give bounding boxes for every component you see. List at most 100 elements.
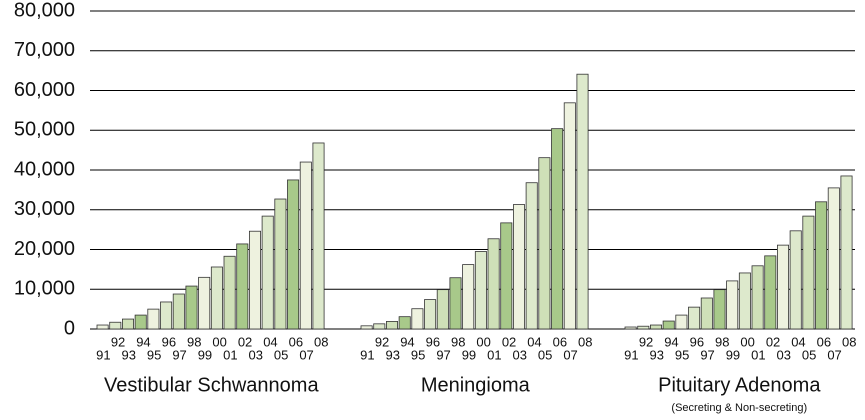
x-tick-label: 99 (726, 347, 740, 362)
x-tick-label: 95 (675, 347, 689, 362)
bar (436, 289, 449, 330)
x-tick-label: 93 (650, 347, 664, 362)
x-tick-label: 96 (426, 334, 440, 349)
bar (789, 230, 802, 330)
bar (624, 326, 637, 330)
x-tick-label: 02 (238, 334, 252, 349)
x-tick-label: 08 (578, 334, 592, 349)
bar (312, 142, 325, 330)
x-tick-label: 08 (314, 334, 328, 349)
x-tick-label: 00 (212, 334, 226, 349)
bar (398, 316, 411, 330)
bar (462, 264, 475, 330)
x-tick-label: 94 (664, 334, 678, 349)
bar (360, 325, 373, 330)
y-tick-label: 70,000 (14, 39, 75, 61)
x-tick-label: 97 (700, 347, 714, 362)
x-tick-label: 00 (740, 334, 754, 349)
x-tick-label: 07 (827, 347, 841, 362)
x-tick-label: 03 (513, 347, 527, 362)
bar (551, 128, 564, 330)
bar (525, 182, 538, 330)
x-tick-label: 06 (817, 334, 831, 349)
y-tick-label: 10,000 (14, 278, 75, 300)
bar (802, 215, 815, 330)
bar (688, 306, 701, 330)
y-tick-label: 60,000 (14, 79, 75, 101)
y-tick-label: 0 (64, 317, 75, 339)
x-tick-label: 94 (136, 334, 150, 349)
group-label: Pituitary Adenoma (658, 374, 821, 396)
bar (637, 325, 650, 330)
x-tick-label: 07 (563, 347, 577, 362)
x-tick-label: 91 (360, 347, 374, 362)
bar (210, 266, 223, 330)
x-tick-label: 91 (96, 347, 110, 362)
bar (827, 187, 840, 330)
x-tick-label: 98 (715, 334, 729, 349)
x-tick-label: 98 (187, 334, 201, 349)
bar (299, 161, 312, 330)
x-tick-label: 95 (411, 347, 425, 362)
bar (777, 244, 790, 330)
group-note: (Secreting & Non-secreting) (671, 402, 807, 414)
bar (449, 277, 462, 330)
bar (424, 299, 437, 330)
bar (840, 175, 853, 330)
bar (236, 243, 249, 330)
bar (764, 255, 777, 330)
x-tick-label: 04 (527, 334, 541, 349)
bar (172, 293, 185, 330)
x-tick-label: 00 (476, 334, 490, 349)
bar (261, 215, 274, 330)
x-tick-label: 05 (538, 347, 552, 362)
y-tick-label: 20,000 (14, 238, 75, 260)
group-label: Meningioma (421, 374, 531, 396)
x-tick-label: 92 (639, 334, 653, 349)
bar (538, 157, 551, 330)
x-tick-label: 01 (223, 347, 237, 362)
x-tick-label: 06 (289, 334, 303, 349)
bar (713, 289, 726, 330)
x-tick-label: 02 (766, 334, 780, 349)
x-tick-label: 93 (386, 347, 400, 362)
bar (726, 280, 739, 330)
x-tick-label: 04 (791, 334, 805, 349)
x-tick-label: 08 (842, 334, 856, 349)
x-tick-label: 03 (777, 347, 791, 362)
bar (650, 324, 663, 330)
bar (513, 204, 526, 330)
x-tick-label: 95 (147, 347, 161, 362)
x-tick-label: 96 (690, 334, 704, 349)
bar (662, 320, 675, 330)
bar (700, 297, 713, 330)
bar (487, 238, 500, 330)
bar (576, 73, 589, 330)
bar (815, 201, 828, 330)
x-tick-label: 03 (249, 347, 263, 362)
y-tick-label: 50,000 (14, 119, 75, 141)
x-tick-label: 91 (624, 347, 638, 362)
bar (373, 323, 386, 330)
x-tick-label: 05 (274, 347, 288, 362)
x-tick-label: 96 (162, 334, 176, 349)
x-tick-label: 01 (751, 347, 765, 362)
x-tick-label: 93 (122, 347, 136, 362)
x-tick-label: 92 (375, 334, 389, 349)
x-tick-label: 97 (436, 347, 450, 362)
bar (248, 230, 261, 330)
bar (738, 272, 751, 330)
x-tick-label: 94 (400, 334, 414, 349)
y-tick-label: 80,000 (14, 0, 75, 21)
bar (675, 314, 688, 330)
bar (160, 301, 173, 330)
x-tick-label: 02 (502, 334, 516, 349)
bar (563, 102, 576, 330)
bar (147, 308, 160, 330)
bar (287, 179, 300, 330)
x-tick-label: 97 (172, 347, 186, 362)
x-tick-label: 99 (198, 347, 212, 362)
bar (751, 265, 764, 330)
bar (223, 255, 236, 330)
